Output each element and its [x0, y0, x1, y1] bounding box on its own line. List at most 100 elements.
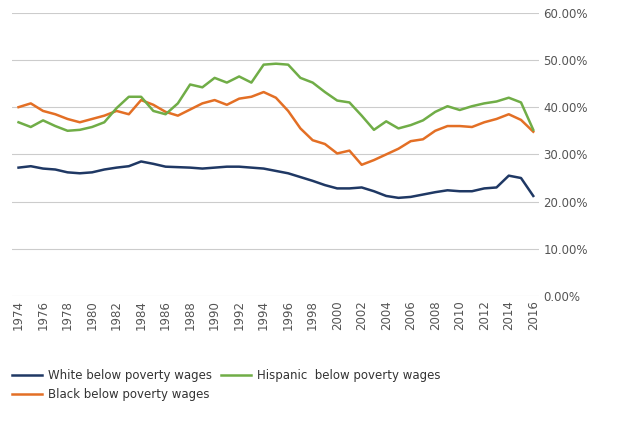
Black below poverty wages: [309, 137, 316, 143]
Black below poverty wages: [407, 139, 414, 144]
Black below poverty wages: [297, 126, 304, 131]
Hispanic  below poverty wages: [358, 113, 365, 118]
White below poverty wages: [27, 164, 35, 169]
Hispanic  below poverty wages: [211, 75, 218, 80]
Hispanic  below poverty wages: [346, 100, 353, 105]
Hispanic  below poverty wages: [15, 120, 22, 125]
White below poverty wages: [198, 166, 206, 171]
Black below poverty wages: [138, 98, 145, 103]
Black below poverty wages: [272, 95, 280, 100]
Hispanic  below poverty wages: [285, 62, 292, 67]
Hispanic  below poverty wages: [407, 123, 414, 128]
White below poverty wages: [370, 189, 378, 194]
Hispanic  below poverty wages: [51, 124, 59, 129]
Black below poverty wages: [285, 108, 292, 113]
Black below poverty wages: [162, 109, 169, 114]
Black below poverty wages: [187, 107, 194, 112]
Black below poverty wages: [456, 124, 464, 129]
White below poverty wages: [236, 164, 243, 169]
Line: Hispanic  below poverty wages: Hispanic below poverty wages: [19, 64, 533, 131]
Black below poverty wages: [247, 94, 255, 99]
Hispanic  below poverty wages: [27, 124, 35, 129]
Hispanic  below poverty wages: [174, 101, 182, 106]
Black below poverty wages: [419, 137, 427, 142]
Black below poverty wages: [149, 102, 157, 107]
Hispanic  below poverty wages: [383, 119, 390, 124]
Line: Black below poverty wages: Black below poverty wages: [19, 92, 533, 165]
Legend: White below poverty wages, Black below poverty wages, Hispanic  below poverty wa: White below poverty wages, Black below p…: [8, 364, 445, 406]
White below poverty wages: [407, 194, 414, 199]
White below poverty wages: [529, 193, 537, 198]
Black below poverty wages: [64, 116, 71, 121]
Hispanic  below poverty wages: [88, 124, 95, 129]
Hispanic  below poverty wages: [187, 82, 194, 87]
White below poverty wages: [468, 189, 476, 194]
Hispanic  below poverty wages: [444, 104, 451, 109]
Black below poverty wages: [468, 124, 476, 129]
White below poverty wages: [432, 190, 439, 195]
Black below poverty wages: [198, 101, 206, 106]
White below poverty wages: [162, 164, 169, 169]
Hispanic  below poverty wages: [493, 99, 500, 104]
Hispanic  below poverty wages: [39, 118, 46, 123]
White below poverty wages: [113, 165, 120, 170]
Hispanic  below poverty wages: [100, 120, 108, 125]
Hispanic  below poverty wages: [419, 118, 427, 123]
Black below poverty wages: [370, 157, 378, 162]
White below poverty wages: [297, 175, 304, 180]
Black below poverty wages: [100, 113, 108, 118]
White below poverty wages: [138, 159, 145, 164]
Hispanic  below poverty wages: [236, 74, 243, 79]
White below poverty wages: [88, 170, 95, 175]
White below poverty wages: [39, 166, 46, 171]
Hispanic  below poverty wages: [432, 109, 439, 114]
Hispanic  below poverty wages: [468, 104, 476, 109]
White below poverty wages: [334, 186, 341, 191]
Black below poverty wages: [505, 112, 513, 117]
Hispanic  below poverty wages: [321, 90, 329, 95]
White below poverty wages: [174, 165, 182, 170]
Hispanic  below poverty wages: [456, 107, 464, 113]
Black below poverty wages: [383, 152, 390, 157]
Hispanic  below poverty wages: [370, 127, 378, 132]
Hispanic  below poverty wages: [149, 108, 157, 113]
White below poverty wages: [358, 185, 365, 190]
Hispanic  below poverty wages: [76, 127, 84, 132]
Black below poverty wages: [125, 112, 133, 117]
Black below poverty wages: [334, 151, 341, 156]
Black below poverty wages: [174, 113, 182, 118]
White below poverty wages: [272, 168, 280, 173]
White below poverty wages: [285, 171, 292, 176]
White below poverty wages: [187, 165, 194, 170]
Black below poverty wages: [113, 108, 120, 113]
White below poverty wages: [51, 167, 59, 172]
Black below poverty wages: [88, 116, 95, 121]
Hispanic  below poverty wages: [162, 112, 169, 117]
Black below poverty wages: [51, 112, 59, 117]
Hispanic  below poverty wages: [113, 106, 120, 111]
Hispanic  below poverty wages: [64, 128, 71, 133]
White below poverty wages: [15, 165, 22, 170]
White below poverty wages: [480, 186, 488, 191]
Hispanic  below poverty wages: [297, 75, 304, 80]
White below poverty wages: [419, 192, 427, 197]
Hispanic  below poverty wages: [125, 94, 133, 99]
Hispanic  below poverty wages: [517, 100, 525, 105]
White below poverty wages: [260, 166, 267, 171]
Black below poverty wages: [480, 120, 488, 125]
White below poverty wages: [247, 165, 255, 170]
White below poverty wages: [505, 173, 513, 178]
Black below poverty wages: [27, 101, 35, 106]
Black below poverty wages: [444, 124, 451, 129]
White below poverty wages: [395, 195, 402, 201]
Hispanic  below poverty wages: [198, 85, 206, 90]
Line: White below poverty wages: White below poverty wages: [19, 162, 533, 198]
Black below poverty wages: [529, 129, 537, 134]
Hispanic  below poverty wages: [223, 80, 231, 85]
Black below poverty wages: [346, 148, 353, 153]
White below poverty wages: [100, 167, 108, 172]
Hispanic  below poverty wages: [529, 127, 537, 132]
Hispanic  below poverty wages: [334, 98, 341, 103]
Black below poverty wages: [39, 108, 46, 113]
White below poverty wages: [517, 176, 525, 181]
